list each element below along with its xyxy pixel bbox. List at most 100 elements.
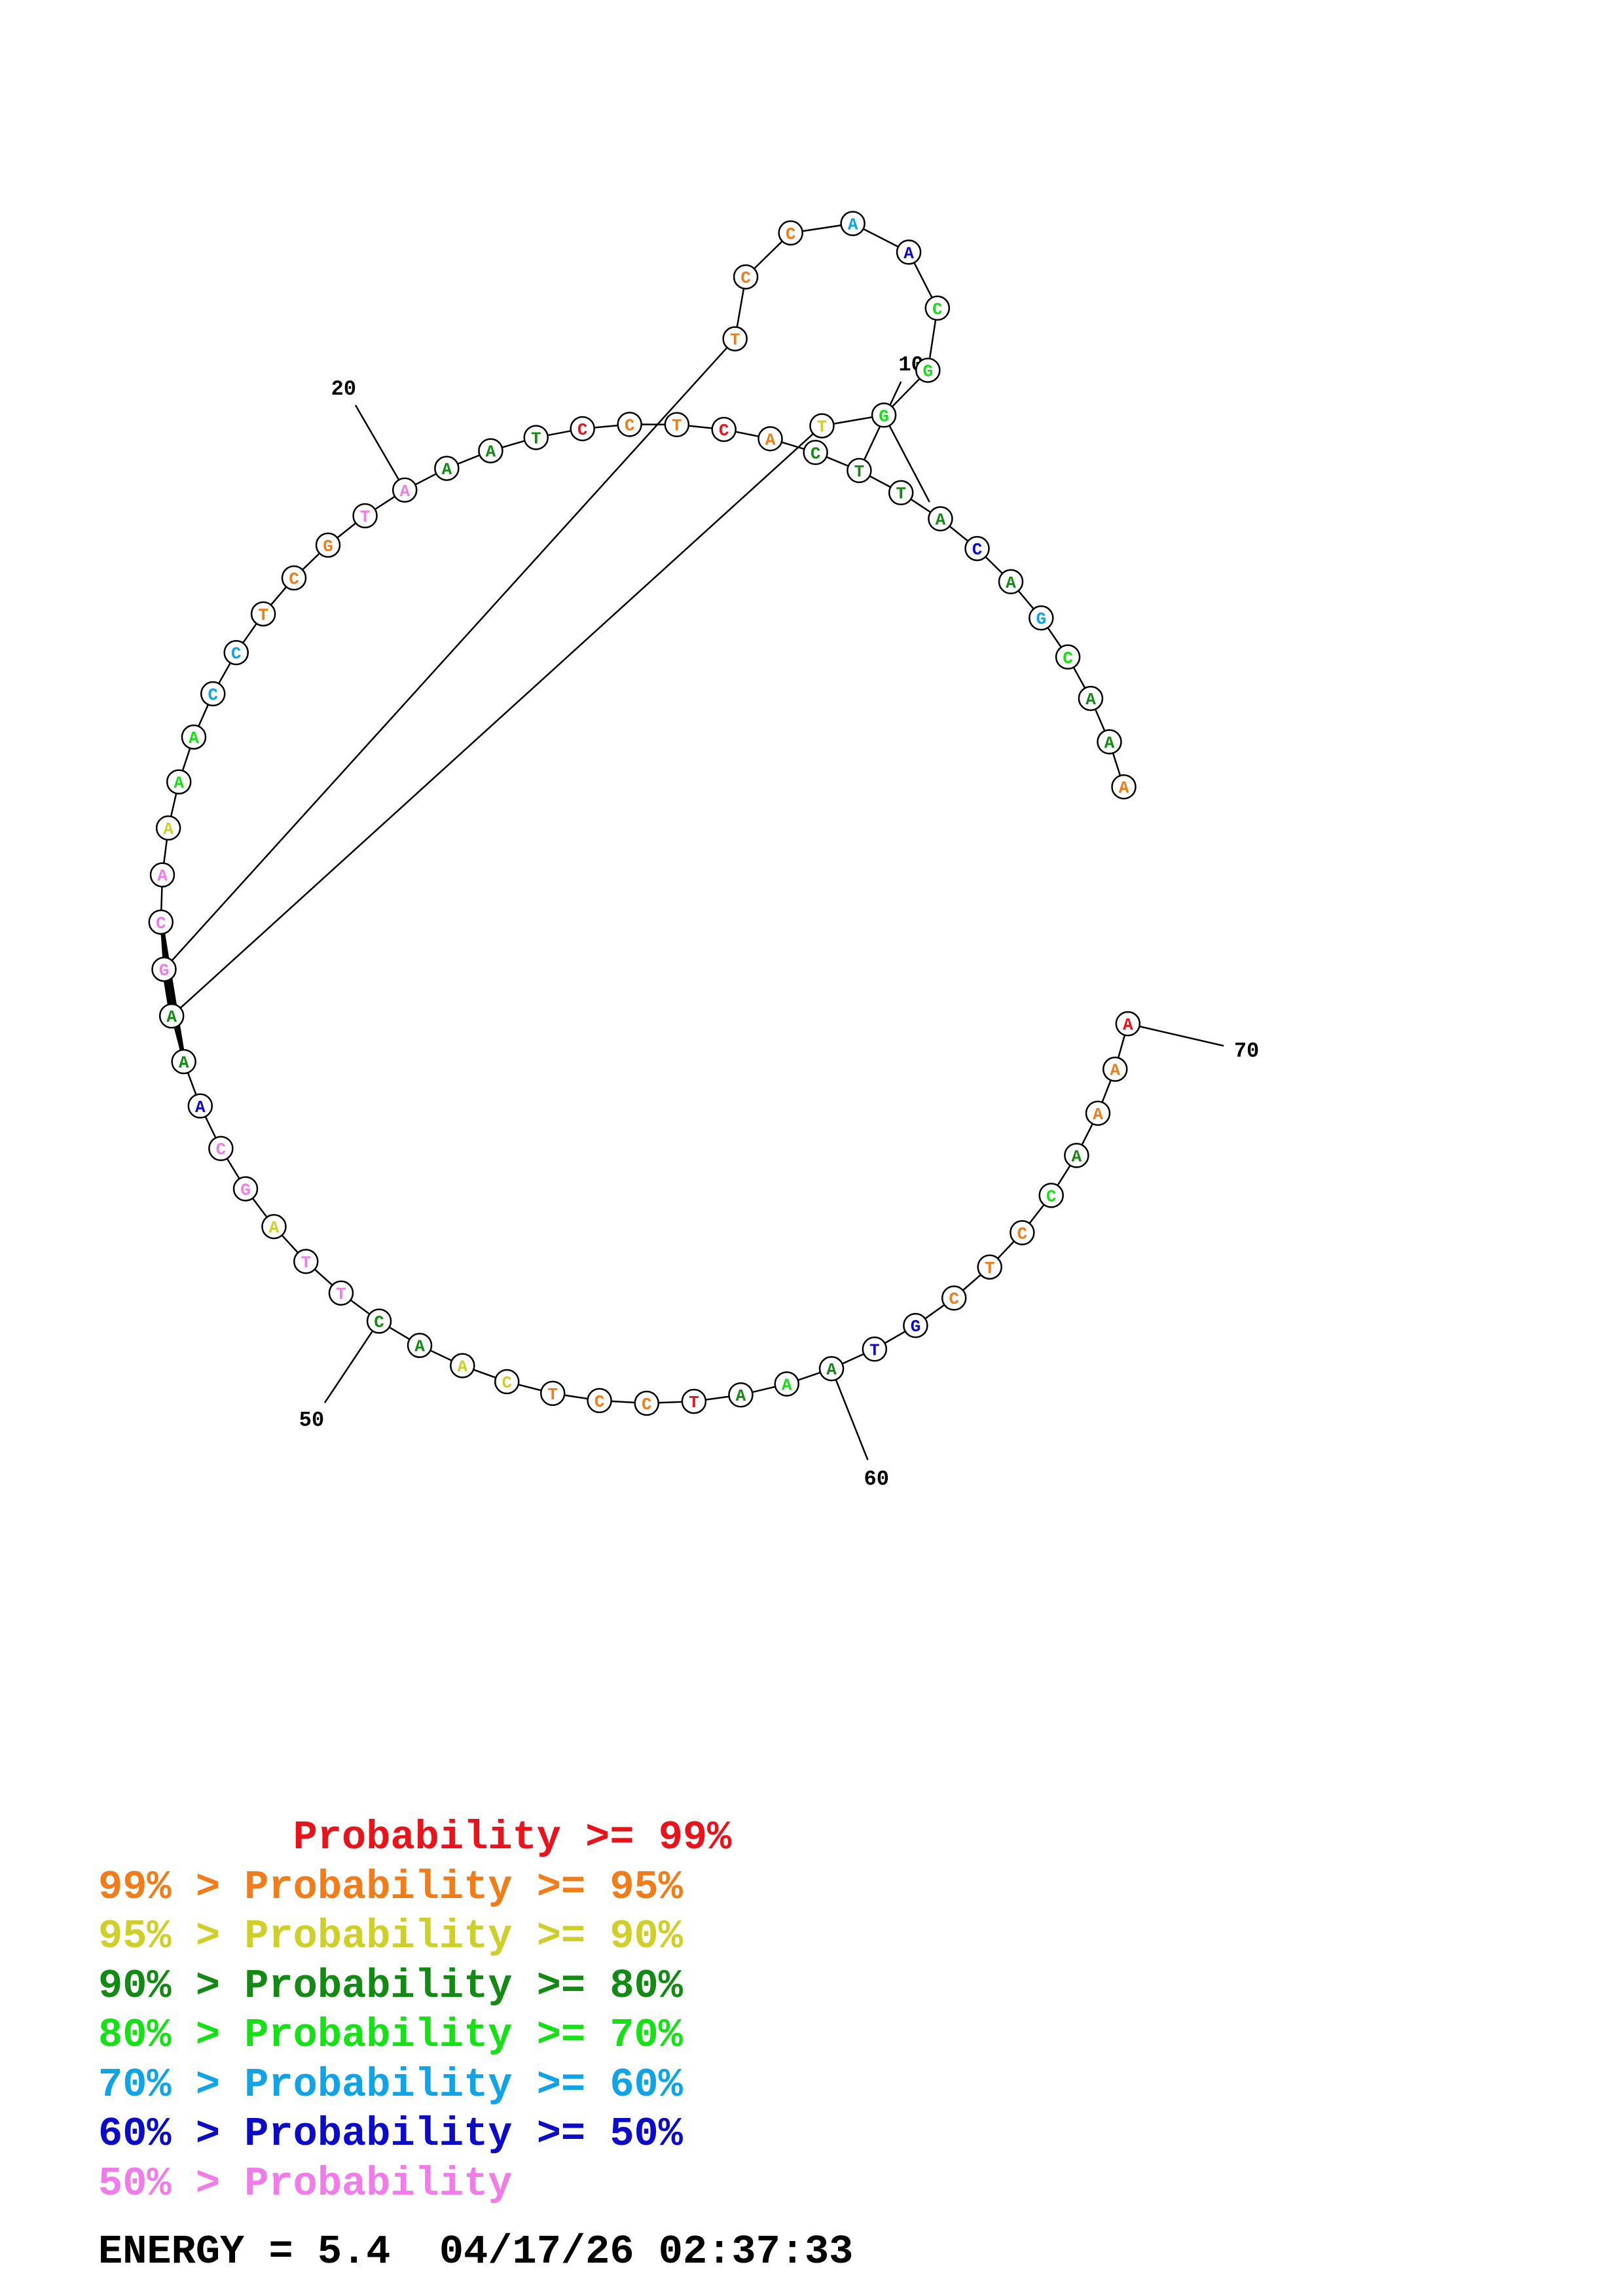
nucleotide-circle [803,440,828,465]
nucleotide-46: G [232,1176,259,1202]
nucleotide-letter: T [817,418,828,437]
legend-line-p70: 80% > Probability >= 70% [98,2012,683,2058]
nucleotide-circle [450,1353,475,1378]
nucleotide-23: C [281,565,307,591]
nucleotide-letter: A [179,1053,189,1073]
nucleotide-letter: T [258,605,268,625]
nucleotide-circle [587,1388,612,1414]
nucleotide-letter: A [195,1098,206,1117]
nucleotide-circle [261,1213,287,1240]
nucleotide-43: A [171,1049,196,1075]
nucleotide-circle [1115,1011,1141,1037]
nucleotide-60: A [818,1355,845,1382]
nucleotide-letter: A [736,1386,746,1406]
nucleotide-1: A [1111,774,1137,800]
nucleotide-68: A [1085,1100,1111,1126]
legend-line-p95: 99% > Probability >= 95% [98,1863,683,1910]
nucleotide-letter: C [740,268,751,288]
nucleotide-letter: T [854,462,865,482]
nucleotide-19: A [434,456,460,481]
nucleotide-circle [148,909,174,935]
tick-label-60: 60 [864,1467,889,1491]
nucleotide-53: C [494,1369,520,1395]
nucleotide-letter: T [869,1340,880,1360]
nucleotide-circle [187,1093,213,1119]
nucleotide-28: A [166,769,192,795]
nucleotide-letter: C [972,540,983,560]
backbone-segment [171,425,823,1017]
nucleotide-circle [155,815,181,841]
nucleotide-circle [774,1371,799,1397]
nucleotide-20: A [392,477,418,503]
nucleotide-circle [1064,1143,1089,1168]
tick-line-40 [883,414,930,503]
nucleotide-36: A [840,211,866,236]
nucleotide-54: T [539,1380,566,1407]
nucleotide-29: A [155,815,181,841]
nucleotide-circle [964,535,990,562]
nucleotide-circle [1038,1183,1064,1208]
nucleotide-letter: A [1006,573,1016,593]
nucleotide-50: C [366,1308,392,1334]
nucleotide-letter: C [289,569,299,589]
nucleotide-61: T [862,1336,888,1362]
nucleotide-37: A [896,240,922,265]
tick-line-20 [354,404,406,491]
nucleotide-letter: A [173,774,184,793]
nucleotide-letter: C [374,1313,384,1333]
nucleotide-circle [366,1308,392,1334]
nucleotide-48: T [293,1249,319,1274]
nucleotide-letter: A [1119,778,1129,798]
nucleotide-letter: A [458,1357,468,1377]
nucleotide-letter: A [1072,1147,1082,1166]
nucleotide-circle [728,1382,754,1408]
tick-label-50: 50 [299,1408,324,1432]
nucleotide-circle [840,211,866,236]
nucleotide-letter: C [208,685,218,705]
legend-line-p80: 90% > Probability >= 80% [98,1962,683,2009]
nucleotide-9: T [888,480,914,505]
nucleotide-circle [915,357,941,383]
nucleotide-51: A [407,1333,433,1358]
nucleotide-letter: A [399,482,410,501]
nucleotide-circle [250,601,276,627]
nucleotide-circle [733,264,759,290]
nucleotide-15: C [617,412,642,437]
nucleotide-14: T [664,412,690,437]
nucleotide-6: A [998,569,1024,595]
nucleotide-circle [722,326,748,351]
nucleotide-32: G [151,956,177,982]
nucleotide-letter: A [486,442,496,462]
nucleotide-55: C [587,1388,612,1414]
nucleotide-circle [903,1312,928,1338]
base-pair-bond [158,922,187,1062]
nucleotide-circle [924,295,951,321]
nucleotide-letter: T [301,1253,311,1272]
tick-label-70: 70 [1234,1039,1259,1064]
nucleotide-circle [1085,1100,1111,1126]
nucleotide-33: T [722,326,748,351]
nucleotide-circle [523,425,549,450]
nucleotide-letter: A [189,728,199,748]
nucleotide-25: C [223,639,249,666]
nucleotide-circle [392,477,418,503]
base-pair-bonds [158,922,187,1062]
nucleotide-circle [1010,1220,1035,1246]
nucleotide-31: C [148,909,174,935]
nucleotide-letter: C [811,444,821,463]
nucleotide-17: T [523,425,549,450]
nucleotide-64: T [977,1254,1002,1280]
nucleotide-circle [1097,729,1122,755]
nucleotide-letter: G [879,406,889,426]
nucleotide-26: C [200,681,226,707]
nucleotide-circle [223,639,249,666]
nucleotide-circle [818,1355,845,1382]
nucleotide-letter: A [1123,1015,1133,1035]
nucleotide-circle [1111,774,1137,800]
nucleotide-18: A [478,438,503,463]
nucleotide-letter: G [922,362,933,382]
nucleotide-letter: G [911,1317,921,1336]
nucleotide-letter: C [625,416,635,435]
nucleotide-65: C [1010,1220,1035,1246]
nucleotide-circle [149,862,175,888]
